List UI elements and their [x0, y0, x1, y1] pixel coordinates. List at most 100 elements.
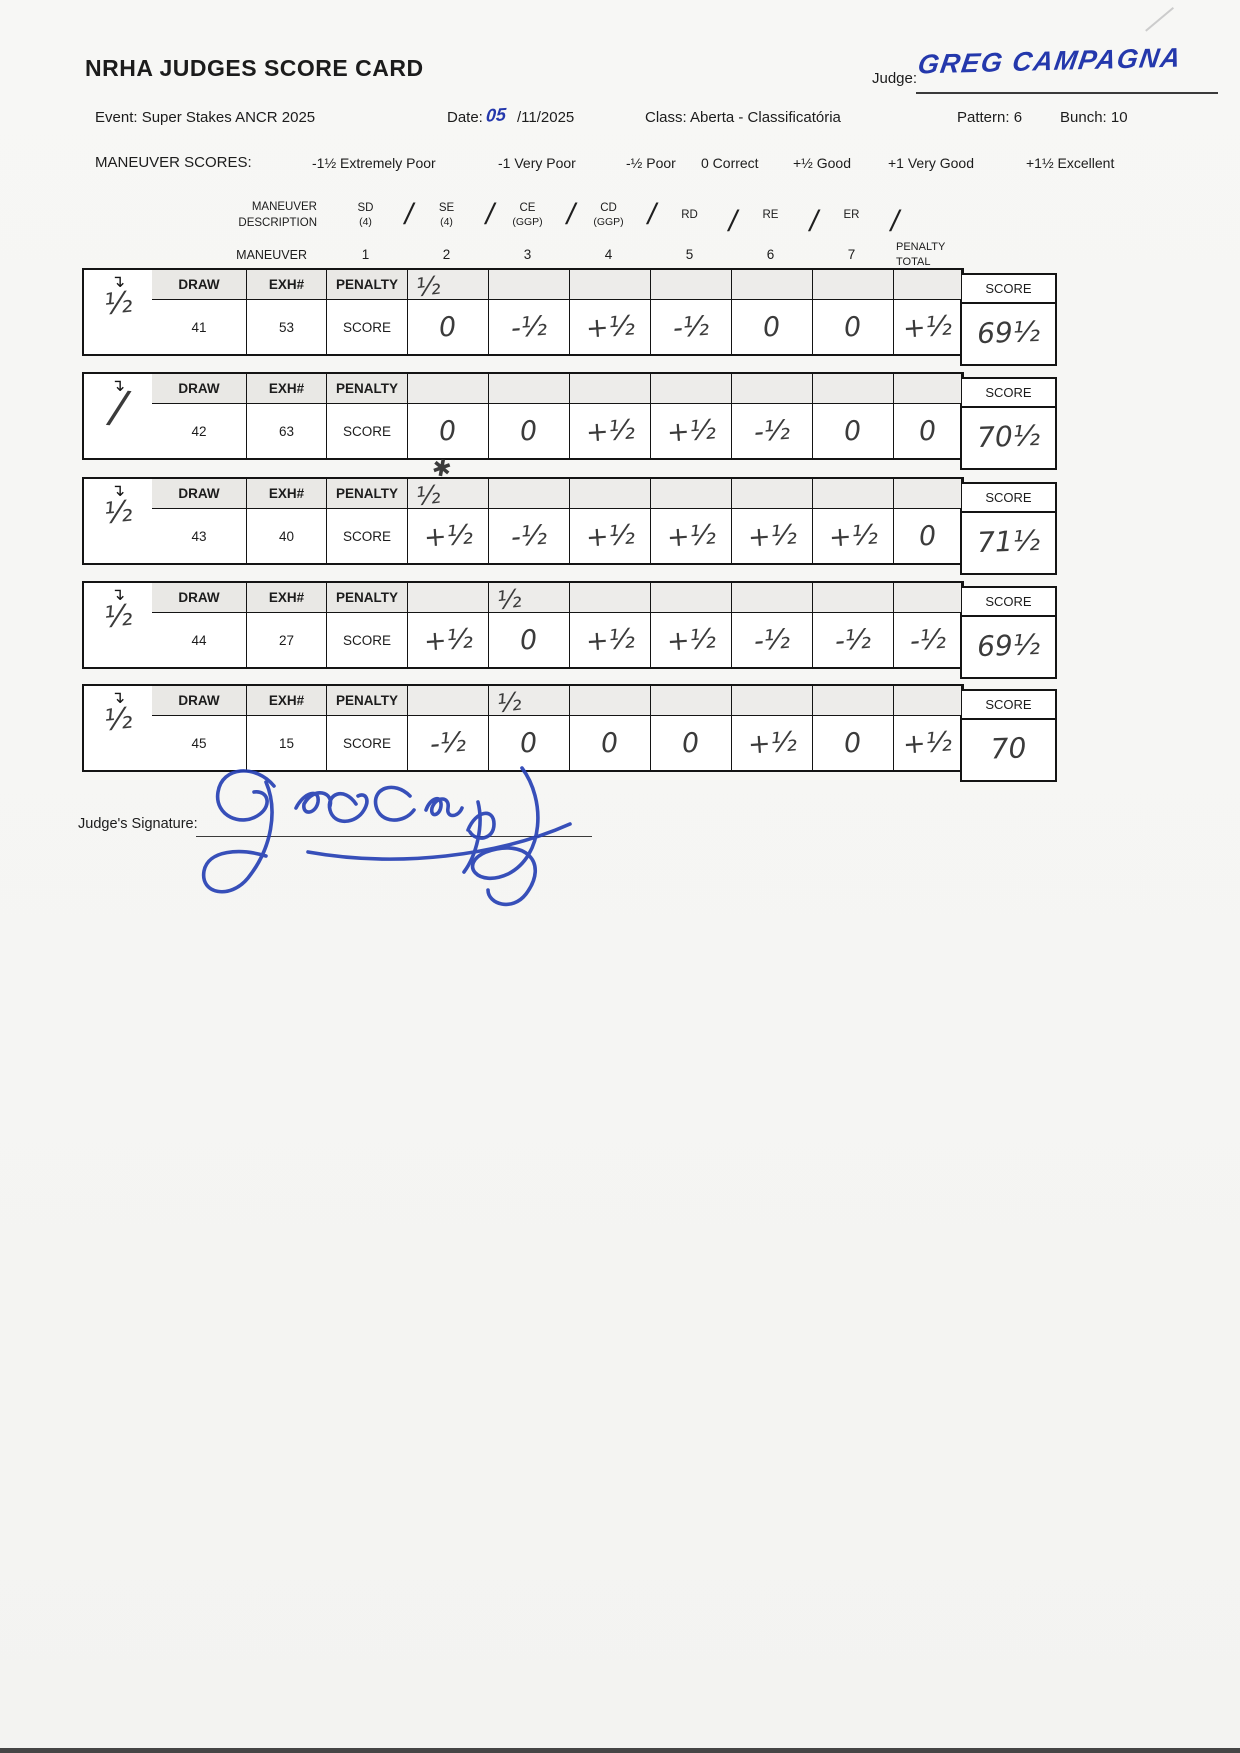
total-score-box: SCORE 71½ — [960, 482, 1057, 575]
draw-header: DRAW — [152, 270, 247, 300]
penalty-total-value-handwritten: ½ — [102, 597, 134, 635]
exh-header: EXH# — [247, 686, 327, 716]
score-cell-m7: +½ — [894, 716, 962, 770]
exh-header: EXH# — [247, 374, 327, 404]
penalty-cell-m5 — [732, 479, 813, 509]
penalty-cell-m5 — [732, 374, 813, 404]
score-cell-m4: +½ — [651, 404, 732, 458]
score-cell-m2: -½ — [489, 509, 570, 563]
slash-separator: / — [728, 204, 737, 238]
score-cell-m5: +½ — [732, 716, 813, 770]
penalty-cell-m3 — [570, 583, 651, 613]
draw-value: 45 — [152, 716, 247, 770]
penalty-cell-m2: ½ — [489, 583, 570, 615]
score-value-handwritten: +½ — [665, 413, 717, 449]
score-row-label: SCORE — [327, 509, 408, 563]
exh-value: 53 — [247, 300, 327, 354]
score-value-handwritten: 0 — [438, 414, 458, 448]
exh-header: EXH# — [247, 270, 327, 300]
maneuver-number-2: 2 — [442, 247, 451, 263]
score-cell-m7: -½ — [894, 613, 962, 667]
total-score-box: SCORE 69½ — [960, 586, 1057, 679]
legend-item-6: +1 Very Good — [888, 155, 975, 171]
score-value-handwritten: 0 — [917, 414, 938, 448]
penalty-cell-m5 — [732, 270, 813, 300]
total-score-handwritten: 70 — [990, 730, 1027, 766]
legend-item-5: +½ Good — [793, 155, 851, 171]
scorecard-draw-43: DRAW EXH# PENALTY ½ ↴ ½ 43 40 SCORE +½ -½ +½ +½ +½ +½ 0… — [82, 477, 1058, 575]
score-cell-m3: +½ — [570, 509, 651, 563]
score-cell-m1: +½ — [408, 509, 489, 563]
score-cell-m4: 0 — [651, 716, 732, 770]
score-cell-m1: -½ — [408, 716, 489, 770]
penalty-value-handwritten: ½ — [414, 479, 442, 512]
score-cell-m5: -½ — [732, 613, 813, 667]
penalty-cell-m1: ½ — [408, 479, 489, 512]
penalty-row-label: PENALTY — [327, 270, 408, 300]
score-cell-m6: 0 — [813, 716, 894, 770]
score-value-handwritten: 0 — [917, 519, 938, 553]
penalty-cell-m4 — [651, 270, 732, 300]
scan-bottom-edge — [0, 1748, 1240, 1753]
penalty-cell-m3 — [570, 374, 651, 404]
draw-value: 43 — [152, 509, 247, 563]
penalty-cell-m6 — [813, 686, 894, 716]
exh-value: 27 — [247, 613, 327, 667]
total-score-handwritten: 71½ — [976, 523, 1041, 559]
score-cell-m2: 0 — [489, 716, 570, 770]
maneuver-row-label: MANEUVER — [236, 247, 307, 262]
penalty-cell-m4 — [651, 583, 732, 613]
score-cell-m4: +½ — [651, 509, 732, 563]
score-value-handwritten: -½ — [908, 623, 947, 657]
penalty-cell-m5 — [732, 583, 813, 613]
penalty-cell-m7 — [894, 686, 962, 716]
score-cell-m3: +½ — [570, 300, 651, 354]
score-value-handwritten: +½ — [584, 518, 636, 554]
score-value-handwritten: +½ — [827, 518, 879, 554]
score-value-handwritten: +½ — [584, 309, 636, 345]
draw-header: DRAW — [152, 479, 247, 509]
maneuver-number-5: 5 — [685, 247, 694, 263]
total-score-box: SCORE 70 — [960, 689, 1057, 782]
legend-item-7: +1½ Excellent — [1026, 155, 1115, 171]
score-value-handwritten: +½ — [746, 518, 798, 554]
penalty-row-label: PENALTY — [327, 686, 408, 716]
pattern-field: Pattern: 6 — [957, 109, 1023, 126]
score-value-handwritten: +½ — [746, 725, 798, 761]
score-cell-m6: 0 — [813, 300, 894, 354]
page-title: NRHA JUDGES SCORE CARD — [85, 55, 424, 81]
legend-item-1: -1½ Extremely Poor — [312, 155, 436, 171]
score-box-label: SCORE — [962, 691, 1055, 720]
penalty-total-label: PENALTY TOTAL — [896, 241, 946, 268]
penalty-total-cell: ↴ ½ — [84, 270, 152, 354]
legend-item-2: -1 Very Poor — [498, 155, 576, 171]
score-value-handwritten: +½ — [584, 413, 636, 449]
penalty-value-handwritten: ½ — [495, 686, 523, 719]
penalty-total-value-handwritten: ½ — [102, 284, 134, 322]
total-score-box: SCORE 69½ — [960, 273, 1057, 366]
slash-separator: / — [404, 198, 413, 232]
penalty-cell-m5 — [732, 686, 813, 716]
score-value-handwritten: 0 — [438, 310, 458, 344]
score-value-handwritten: -½ — [752, 414, 791, 448]
score-row-label: SCORE — [327, 300, 408, 354]
draw-header: DRAW — [152, 583, 247, 613]
legend-item-3: -½ Poor — [626, 155, 676, 171]
score-cell-m3: +½ — [570, 613, 651, 667]
maneuver-number-4: 4 — [604, 247, 613, 263]
score-cell-m7: 0 — [894, 404, 962, 458]
total-score-handwritten: 70½ — [976, 418, 1041, 454]
maneuver-desc-sd: SD (4) / — [325, 198, 414, 231]
penalty-row-label: PENALTY — [327, 479, 408, 509]
score-value-handwritten: 0 — [762, 310, 782, 344]
score-value-handwritten: 0 — [519, 623, 539, 657]
score-cell-m3: 0 — [570, 716, 651, 770]
maneuver-description-label: MANEUVER DESCRIPTION — [238, 200, 317, 229]
penalty-total-arrow-icon: ↴ — [110, 688, 126, 707]
penalty-cell-m6 — [813, 270, 894, 300]
score-value-handwritten: 0 — [843, 726, 863, 760]
score-cell-m6: 0 — [813, 404, 894, 458]
penalty-cell-m6 — [813, 583, 894, 613]
score-cell-m6: -½ — [813, 613, 894, 667]
penalty-cell-m4 — [651, 479, 732, 509]
